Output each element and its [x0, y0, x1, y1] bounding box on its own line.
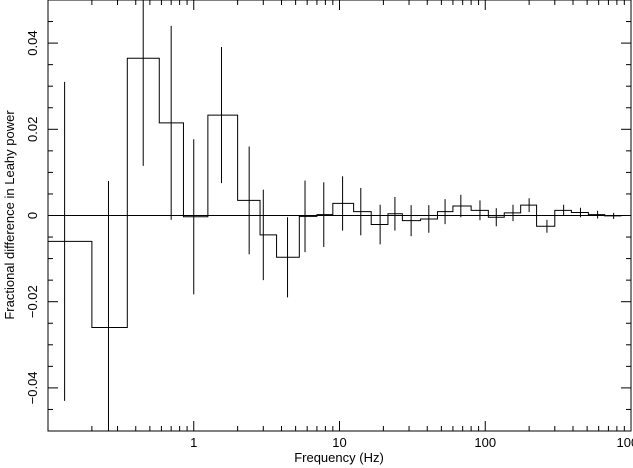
y-tick-label: −0.04 — [25, 371, 40, 404]
tick-labels: 1 10 100 1000 −0.04 −0.02 0 0.02 0.04 — [25, 30, 633, 450]
x-axis-label: Frequency (Hz) — [294, 450, 384, 465]
data-series — [48, 0, 631, 431]
x-tick-label: 1000 — [617, 435, 633, 450]
step-line — [48, 57, 622, 329]
y-tick-label: 0.02 — [25, 117, 40, 142]
x-tick-label: 10 — [332, 435, 346, 450]
plot-frame — [47, 0, 632, 432]
y-tick-label: 0 — [25, 212, 40, 219]
x-tick-label: 100 — [474, 435, 496, 450]
x-tick-label: 1 — [190, 435, 197, 450]
y-tick-label: 0.04 — [25, 30, 40, 55]
y-axis-label: Fractional difference in Leahy power — [2, 110, 17, 320]
y-tick-label: −0.02 — [25, 285, 40, 318]
